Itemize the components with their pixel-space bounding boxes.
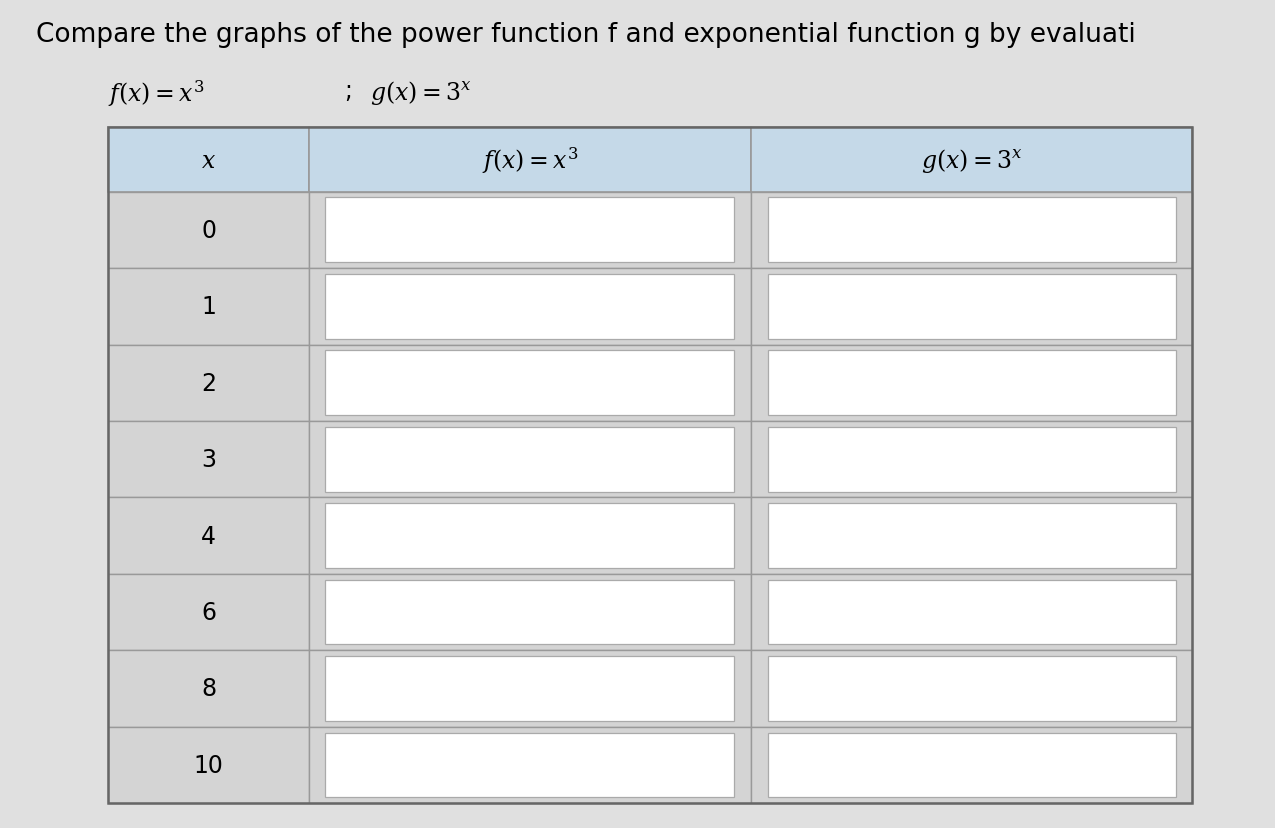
Bar — [325, 351, 734, 416]
Bar — [768, 580, 1176, 645]
Bar — [309, 727, 751, 803]
Bar — [309, 269, 751, 345]
Bar — [108, 345, 309, 421]
Text: $f(x) = x^3$: $f(x) = x^3$ — [482, 145, 578, 176]
Bar — [751, 421, 1192, 498]
Text: 6: 6 — [201, 600, 217, 624]
Bar — [751, 574, 1192, 651]
Bar — [108, 192, 309, 269]
Text: 3: 3 — [201, 448, 217, 472]
Bar — [751, 269, 1192, 345]
Bar — [108, 421, 309, 498]
Bar — [309, 345, 751, 421]
Bar — [108, 269, 309, 345]
Bar — [309, 421, 751, 498]
Text: Compare the graphs of the power function f and exponential function g by evaluat: Compare the graphs of the power function… — [36, 22, 1136, 48]
Bar — [768, 503, 1176, 568]
Text: ;: ; — [344, 79, 352, 103]
Bar — [768, 351, 1176, 416]
Text: 8: 8 — [201, 676, 217, 700]
Text: 4: 4 — [201, 524, 217, 548]
Bar — [768, 733, 1176, 797]
Bar — [768, 427, 1176, 492]
Bar — [751, 192, 1192, 269]
Bar — [768, 198, 1176, 263]
Bar — [751, 651, 1192, 727]
Bar — [309, 574, 751, 651]
Bar — [751, 345, 1192, 421]
Bar — [751, 128, 1192, 192]
Text: 2: 2 — [201, 371, 217, 395]
Bar — [325, 427, 734, 492]
Bar — [108, 727, 309, 803]
Bar — [325, 275, 734, 339]
Bar — [108, 498, 309, 574]
Text: $g(x) = 3^x$: $g(x) = 3^x$ — [921, 147, 1023, 175]
Text: $x$: $x$ — [201, 148, 217, 172]
Text: $g(x) = 3^x$: $g(x) = 3^x$ — [370, 79, 472, 107]
Bar — [325, 198, 734, 263]
Text: 1: 1 — [201, 295, 215, 319]
Bar — [108, 651, 309, 727]
Bar — [751, 727, 1192, 803]
Bar — [108, 574, 309, 651]
Text: 0: 0 — [201, 219, 217, 243]
Bar — [325, 733, 734, 797]
Bar — [751, 498, 1192, 574]
Text: 10: 10 — [194, 753, 223, 777]
Bar — [309, 192, 751, 269]
Bar — [309, 128, 751, 192]
Bar — [309, 651, 751, 727]
Bar — [309, 498, 751, 574]
Bar — [325, 657, 734, 721]
Bar — [768, 657, 1176, 721]
Bar — [325, 503, 734, 568]
Bar — [325, 580, 734, 645]
Bar — [768, 275, 1176, 339]
Bar — [108, 128, 309, 192]
Bar — [108, 128, 1192, 803]
Text: $f(x) = x^3$: $f(x) = x^3$ — [108, 79, 205, 109]
